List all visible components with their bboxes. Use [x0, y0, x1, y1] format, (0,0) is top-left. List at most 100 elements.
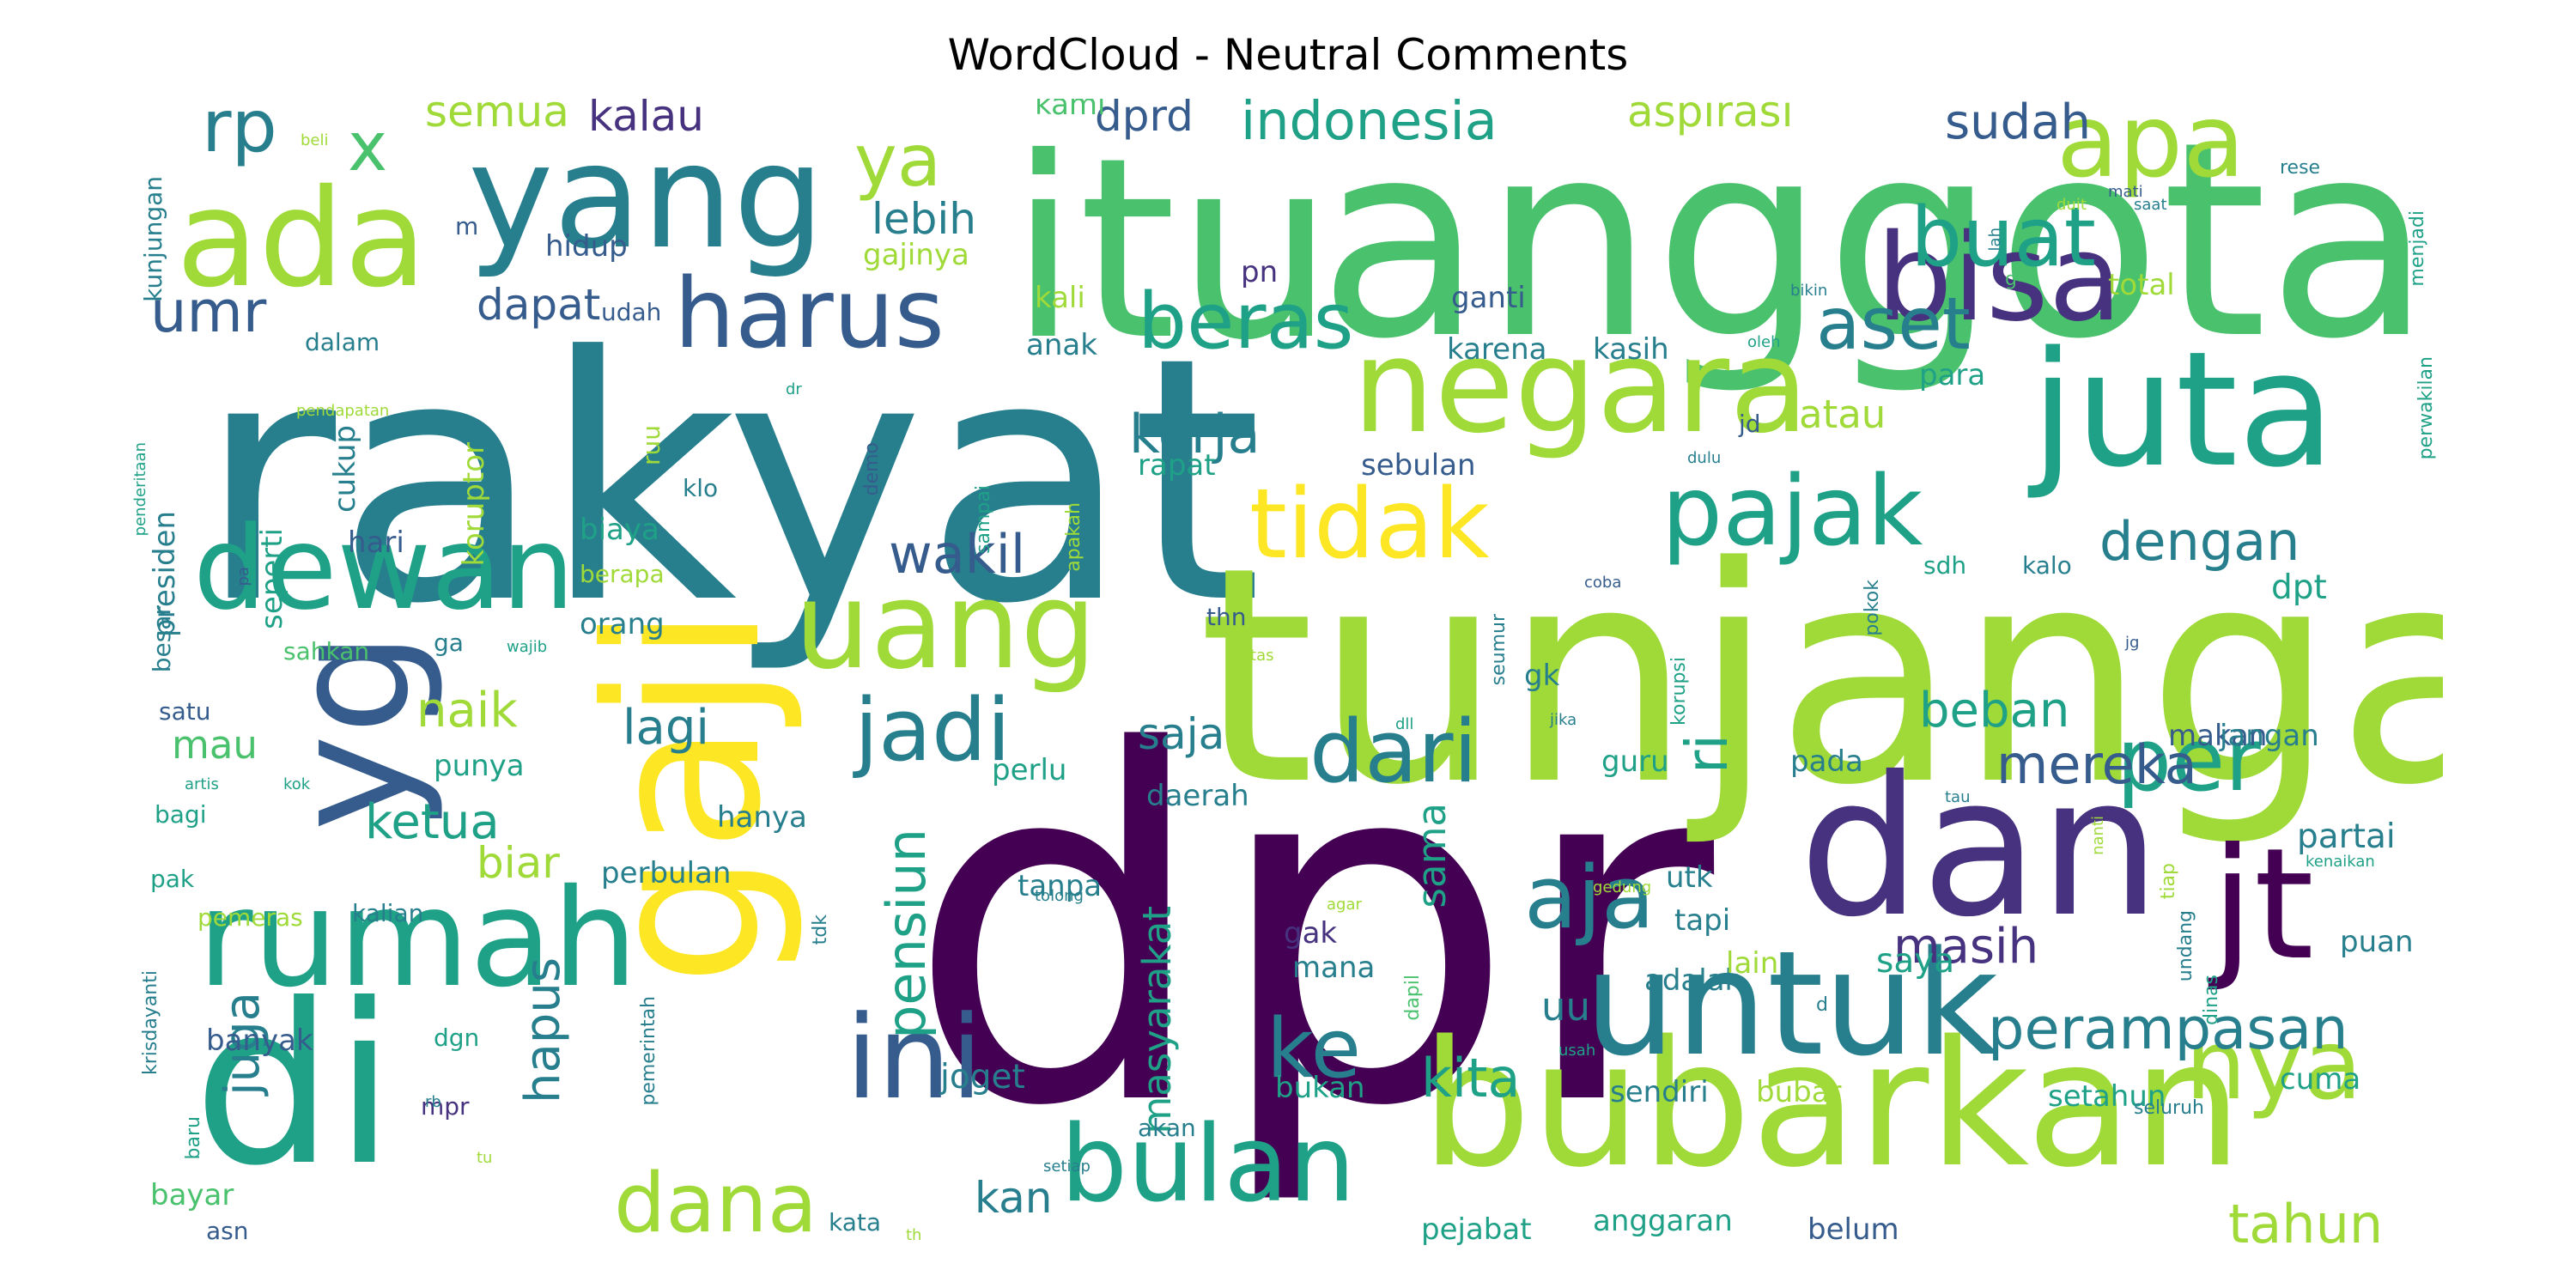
- word-rakyat: rakyat: [197, 286, 1263, 677]
- word-wakil: wakil: [889, 523, 1026, 586]
- word-lah: lah: [1986, 228, 2004, 252]
- word-mana: mana: [1292, 951, 1376, 985]
- word-harus: harus: [674, 258, 945, 370]
- word-menjadi: menjadi: [2407, 210, 2428, 287]
- word-demo: demo: [861, 442, 883, 496]
- word-kalian: kalian: [352, 899, 424, 927]
- word-agar: agar: [1327, 896, 1362, 914]
- word-gk: gk: [1524, 659, 1560, 693]
- word-negara: negara: [1352, 311, 1809, 462]
- word-kan: kan: [975, 1173, 1053, 1223]
- word-lain: lain: [1726, 946, 1779, 981]
- word-krisdayanti: krisdayanti: [140, 970, 161, 1075]
- word-rumah: rumah: [197, 860, 638, 1018]
- word-ga: ga: [434, 629, 464, 657]
- word-umr: umr: [150, 278, 267, 345]
- word-puan: puan: [2340, 925, 2414, 959]
- word-setahun: setahun: [2048, 1079, 2166, 1114]
- word-ini: ini: [846, 991, 983, 1125]
- word-hapus: hapus: [515, 957, 571, 1104]
- word-dll: dll: [1395, 715, 1414, 733]
- word-koruptor: koruptor: [457, 442, 491, 567]
- word-m: m: [455, 212, 479, 240]
- word-beban: beban: [1919, 683, 2070, 738]
- word-jangan: jangan: [2220, 719, 2319, 753]
- word-lagi: lagi: [623, 700, 709, 756]
- word-saat: saat: [2134, 196, 2167, 214]
- word-buat: buat: [1911, 191, 2096, 285]
- word-total: total: [2108, 268, 2175, 302]
- word-dari: dari: [1309, 701, 1478, 802]
- word-perlu: perlu: [992, 753, 1067, 787]
- word-cloud: dprrakyattunjangananggotaitudigajidanbub…: [133, 99, 2443, 1249]
- word-beli: beli: [301, 131, 329, 149]
- word-bubar: bubar: [1756, 1075, 1842, 1109]
- word-baru: baru: [183, 1116, 204, 1160]
- word-th: th: [906, 1226, 922, 1244]
- word-dapat: dapat: [477, 280, 601, 330]
- word-hidup: hidup: [545, 229, 628, 264]
- word-sahkan: sahkan: [283, 637, 370, 665]
- word-tau: tau: [1945, 788, 1971, 806]
- word-apakah: apakah: [1063, 502, 1084, 572]
- word-partai: partai: [2297, 817, 2396, 856]
- word-bayar: bayar: [150, 1178, 234, 1212]
- word-bikin: bikin: [1790, 282, 1828, 300]
- word-x: x: [348, 109, 388, 186]
- word-oleh: oleh: [1747, 333, 1781, 351]
- word-pa: pa: [234, 567, 252, 586]
- word-dapil: dapil: [1402, 975, 1424, 1021]
- word-kata: kata: [829, 1208, 882, 1236]
- word-seumur: seumur: [1488, 614, 1510, 686]
- word-berapa: berapa: [580, 560, 665, 588]
- word-lebih: lebih: [872, 194, 976, 244]
- word-ri: ri: [1674, 734, 1741, 775]
- word-pemeras: pemeras: [197, 903, 303, 932]
- word-besar: besar: [148, 605, 176, 673]
- word-makan: makan: [2168, 719, 2268, 753]
- word-bubarkan: bubarkan: [1421, 1003, 2243, 1206]
- word-punya: punya: [434, 749, 525, 783]
- word-di: di: [193, 957, 396, 1214]
- word-kunjungan: kunjungan: [139, 176, 167, 302]
- word-sdh: sdh: [1923, 551, 1967, 580]
- word-atas: atas: [1241, 647, 1274, 665]
- word-seluruh: seluruh: [2134, 1097, 2204, 1119]
- word-tdk: tdk: [810, 914, 831, 945]
- word-perampasan: perampasan: [1988, 995, 2348, 1062]
- word-adalah: adalah: [1644, 963, 1744, 998]
- word-bisa: bisa: [1876, 209, 2123, 349]
- word-pak: pak: [150, 865, 195, 893]
- word-juta: juta: [2031, 317, 2336, 502]
- word-pensiun: pensiun: [875, 829, 938, 1039]
- word-dulu: dulu: [1687, 449, 1722, 467]
- word-pokok: pokok: [1862, 580, 1883, 636]
- word-ruu: ruu: [637, 425, 665, 466]
- word-dpr: dpr: [906, 652, 1715, 1212]
- word-pn: pn: [1241, 255, 1279, 289]
- word-ya: ya: [854, 118, 942, 203]
- word-kita: kita: [1421, 1047, 1521, 1109]
- word-undang: undang: [2175, 910, 2196, 982]
- word-duit: duit: [2057, 196, 2087, 214]
- word-d: d: [1816, 994, 1828, 1016]
- word-akan: akan: [1138, 1114, 1196, 1142]
- word-coba: coba: [1584, 574, 1622, 592]
- word-mati: mati: [2108, 183, 2143, 201]
- word-g: g: [2005, 269, 2017, 290]
- word-rapat: rapat: [1138, 448, 1216, 483]
- word-kalau: kalau: [588, 99, 704, 141]
- word-bulan: bulan: [1060, 1103, 1356, 1226]
- word-pendapatan: pendapatan: [296, 402, 390, 420]
- word-daerah: daerah: [1146, 779, 1249, 813]
- word-masyarakat: masyarakat: [1134, 906, 1180, 1134]
- word-kalo: kalo: [2022, 551, 2072, 580]
- word-aja: aja: [1524, 847, 1655, 948]
- word-kali: kali: [1035, 281, 1085, 315]
- word-hari: hari: [348, 526, 404, 560]
- word-para: para: [1919, 358, 1986, 392]
- word-tu: tu: [477, 1149, 493, 1167]
- word-tiap: tiap: [2158, 863, 2179, 900]
- word-dalam: dalam: [305, 328, 380, 356]
- word-gedung: gedung: [1593, 878, 1652, 896]
